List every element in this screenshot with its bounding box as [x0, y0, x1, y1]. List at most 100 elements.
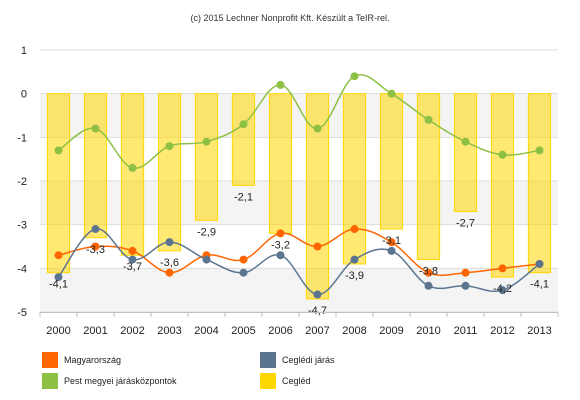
bar [232, 93, 255, 186]
data-point [165, 268, 174, 277]
bar-outline [416, 93, 441, 261]
data-point [350, 255, 359, 264]
axes: 1 0 -1 -2 -3 -4 -5 2000 2001 2002 2003 2004 2005 2006… [17, 45, 559, 337]
legend-label: Pest megyei járásközpontok [64, 376, 177, 386]
data-point [535, 259, 544, 268]
legend-item-pest-megyei[interactable]: Pest megyei járásközpontok [42, 373, 177, 389]
bar-value-label: -4,1 [530, 279, 549, 291]
x-tick-label: 2004 [194, 325, 218, 337]
bar-outline [46, 93, 71, 274]
data-point [128, 255, 137, 264]
bar-outline [120, 93, 145, 256]
y-tick-label: -2 [17, 176, 27, 188]
data-point [128, 163, 137, 172]
bar-outline [83, 93, 108, 239]
x-tick-label: 2010 [416, 325, 440, 337]
bar-outline [157, 93, 182, 252]
data-point [128, 246, 137, 255]
bar [269, 93, 292, 234]
bar [84, 93, 107, 238]
x-tick-label: 2009 [379, 325, 403, 337]
data-point [424, 281, 433, 290]
bar [158, 93, 181, 251]
data-point [202, 255, 211, 264]
data-point [461, 281, 470, 290]
legend-swatch [42, 352, 58, 368]
data-point [239, 120, 248, 129]
data-point [54, 273, 63, 282]
data-point [461, 268, 470, 277]
y-tick-label: 0 [21, 89, 27, 101]
plot-band [40, 93, 558, 138]
bar-value-label: -3,9 [345, 270, 364, 282]
legend-swatch [260, 373, 276, 389]
x-tick-label: 2006 [268, 325, 292, 337]
legend-swatch [42, 373, 58, 389]
bar-outline [453, 93, 478, 213]
bar-value-label: -3,2 [271, 239, 290, 251]
legend-item-magyarorszag[interactable]: Magyarország [42, 352, 121, 368]
data-point [313, 124, 322, 133]
bar-outline [194, 93, 219, 221]
data-point [276, 80, 285, 89]
data-point [202, 137, 211, 146]
bar-value-label: -4,1 [49, 279, 68, 291]
bar-value-label: -2,1 [234, 191, 253, 203]
data-point [498, 264, 507, 273]
bar-value-label: -4,7 [308, 305, 327, 317]
bar-value-label: -4,2 [493, 283, 512, 295]
data-point [535, 146, 544, 155]
bar-value-label: -3,3 [86, 244, 105, 256]
chart-credit: (c) 2015 Lechner Nonprofit Kft. Készült … [190, 13, 390, 23]
data-point [313, 242, 322, 251]
bar-outline [490, 93, 515, 278]
x-tick-label: 2012 [490, 325, 514, 337]
data-point [91, 124, 100, 133]
plot-bands [40, 93, 558, 312]
bar [121, 93, 144, 256]
data-point [239, 268, 248, 277]
bar [528, 93, 551, 273]
y-tick-label: -5 [17, 307, 27, 319]
data-point [313, 290, 322, 299]
bar [306, 93, 329, 299]
data-point [276, 251, 285, 260]
bar-value-label: -2,9 [197, 226, 216, 238]
data-point [239, 255, 248, 264]
x-tick-label: 2002 [120, 325, 144, 337]
x-tick-label: 2000 [46, 325, 70, 337]
data-point [350, 72, 359, 81]
bar-outline [231, 93, 256, 186]
y-tick-label: -3 [17, 220, 27, 232]
data-point [424, 268, 433, 277]
y-tick-label: 1 [21, 45, 27, 57]
x-tick-label: 2011 [454, 325, 478, 337]
bar-series [46, 93, 552, 300]
data-point [54, 146, 63, 155]
series-line [58, 74, 540, 169]
data-point [498, 286, 507, 295]
x-tick-label: 2003 [157, 325, 181, 337]
bar [491, 93, 514, 278]
bar [47, 93, 70, 273]
data-point [461, 137, 470, 146]
data-point [165, 142, 174, 151]
legend-item-cegled[interactable]: Cegléd [260, 373, 311, 389]
bar [195, 93, 218, 221]
legend-label: Cegléd [282, 376, 311, 386]
data-point [165, 238, 174, 247]
line-points [54, 72, 544, 299]
legend-item-ceglédi-jaras[interactable]: Ceglédi járás [260, 352, 335, 368]
x-tick-label: 2008 [342, 325, 366, 337]
bar-value-label: -3,8 [419, 266, 438, 278]
bar-labels: -4,1 -3,3 -3,7 -3,6 -2,9 -2,1 -3,2 -4,7 -3,9 -3,1… [49, 191, 549, 317]
data-point [498, 150, 507, 159]
x-tick-label: 2013 [527, 325, 551, 337]
plot-band [40, 181, 558, 225]
data-point [276, 229, 285, 238]
y-tick-label: -1 [17, 132, 27, 144]
bar-value-label: -3,6 [160, 257, 179, 269]
bar [454, 93, 477, 212]
x-tick-label: 2005 [231, 325, 255, 337]
